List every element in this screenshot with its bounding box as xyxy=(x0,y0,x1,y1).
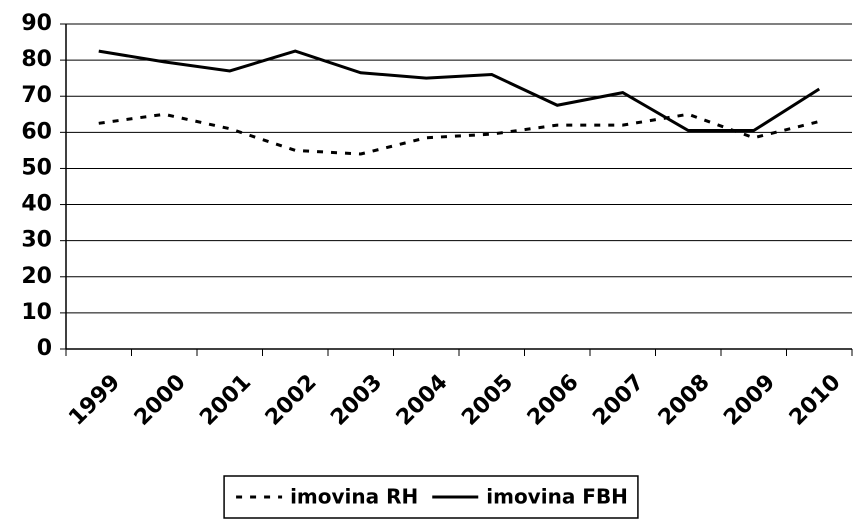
x-tick-label: 1999 xyxy=(64,370,125,431)
x-tick-label: 2009 xyxy=(719,370,780,431)
y-tick-label: 80 xyxy=(21,47,52,72)
x-tick-label: 2006 xyxy=(523,370,584,431)
x-tick-label: 2004 xyxy=(392,370,453,431)
y-tick-label: 60 xyxy=(21,119,52,144)
x-tick-label: 2010 xyxy=(785,370,846,431)
y-tick-label: 0 xyxy=(37,336,52,361)
series-line xyxy=(98,49,821,133)
legend-box xyxy=(223,475,639,519)
y-tick-label: 20 xyxy=(21,264,52,289)
x-tick-label: 2005 xyxy=(457,370,518,431)
x-tick-label: 2000 xyxy=(130,370,191,431)
y-tick-label: 50 xyxy=(21,155,52,180)
x-tick-label: 2002 xyxy=(261,370,322,431)
x-tick-label: 2003 xyxy=(326,370,387,431)
y-tick-label: 30 xyxy=(21,228,52,253)
y-tick-label: 70 xyxy=(21,83,52,108)
y-tick-label: 10 xyxy=(21,300,52,325)
legend: imovina RH imovina FBH xyxy=(223,475,639,519)
x-tick-label: 2001 xyxy=(195,370,256,431)
x-tick-label: 2007 xyxy=(588,370,649,431)
x-tick-label: 2008 xyxy=(654,370,715,431)
legend-label: imovina FBH xyxy=(486,485,628,509)
series-line xyxy=(98,112,820,156)
legend-label: imovina RH xyxy=(290,485,418,509)
y-tick-label: 40 xyxy=(21,192,52,217)
y-tick-label: 90 xyxy=(21,11,52,36)
